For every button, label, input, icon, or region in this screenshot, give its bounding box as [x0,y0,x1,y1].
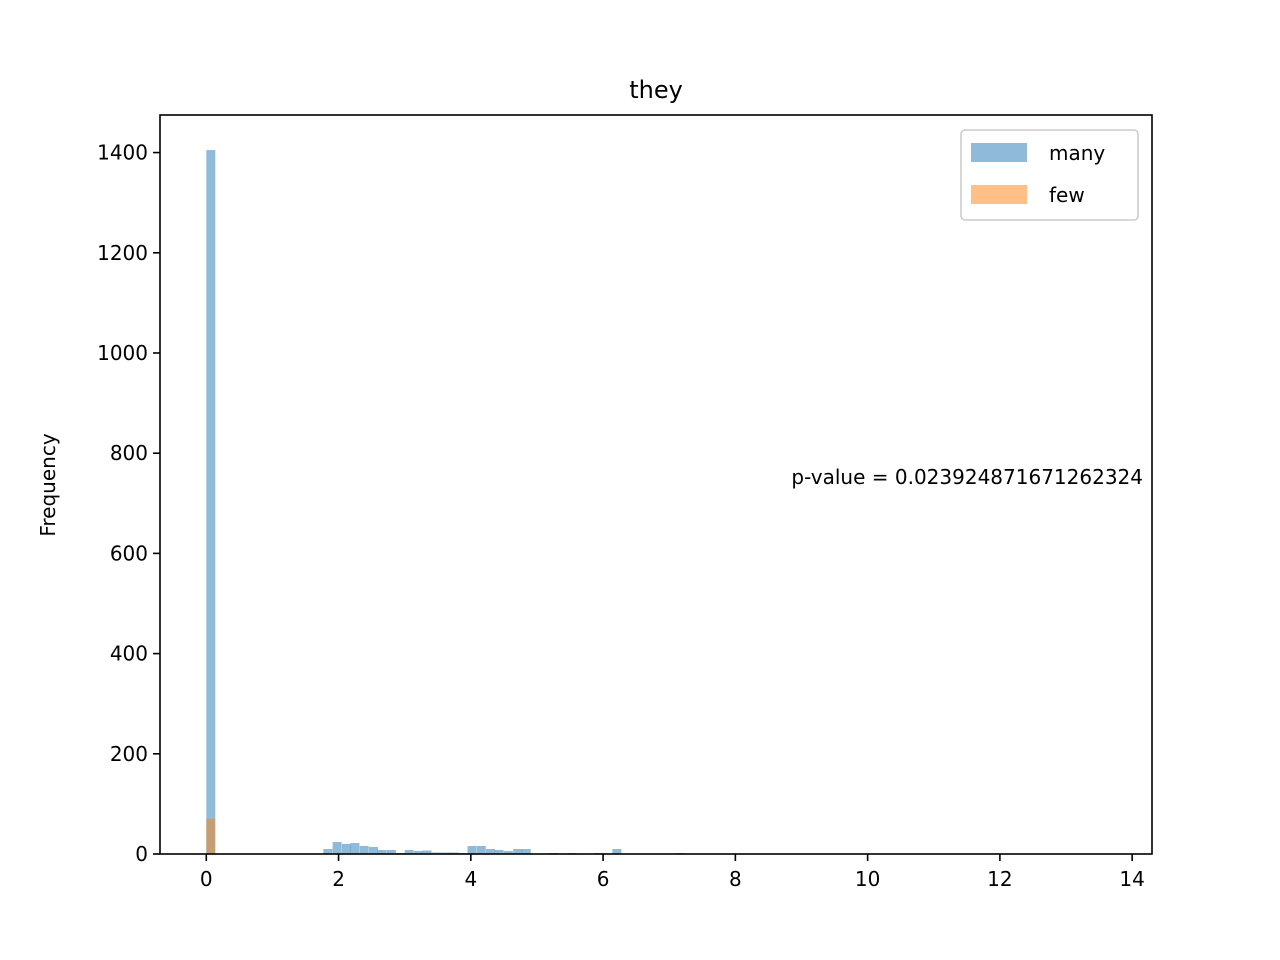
x-tick-label-4: 4 [464,867,477,891]
bar-many-8 [386,849,396,854]
x-tick-label-6: 6 [597,867,610,891]
x-tick-label-0: 0 [200,867,213,891]
bar-many-18 [476,845,486,854]
x-tick-label-14: 14 [1119,867,1144,891]
plot-frame [159,114,1153,855]
legend: many few [960,129,1139,221]
x-tick-label-2: 2 [332,867,345,891]
y-tick-label-200: 200 [110,742,148,766]
bar-many-2 [332,841,342,854]
x-tick-label-10: 10 [855,867,880,891]
bar-many-3 [341,843,351,854]
legend-swatch-few [971,185,1027,204]
y-axis-label: Frequency [36,433,60,536]
legend-label-many: many [1049,141,1105,165]
p-value-annotation: p-value = 0.023924871671262324 [791,465,1143,489]
bar-many-20 [494,849,504,854]
chart-title: they [629,76,683,104]
bars-group [206,150,685,855]
y-axis-ticks: 0 200 400 600 800 1000 1200 1400 [97,141,160,866]
y-tick-label-800: 800 [110,441,148,465]
legend-swatch-many [971,143,1027,162]
bar-many-27 [612,848,622,854]
bar-many-11 [413,850,423,854]
y-tick-label-600: 600 [110,541,148,565]
bar-many-6 [368,846,378,854]
y-tick-label-1400: 1400 [97,141,148,165]
bar-many-5 [359,845,369,854]
y-tick-label-1000: 1000 [97,341,148,365]
legend-label-few: few [1049,183,1085,207]
bar-many-22 [513,848,523,854]
bar-many-12 [422,850,432,854]
bar-many-21 [503,850,513,854]
bar-many-10 [404,849,414,854]
x-axis-ticks: 0 2 4 6 8 10 12 14 [200,854,1145,891]
y-tick-label-1200: 1200 [97,241,148,265]
x-tick-label-12: 12 [987,867,1012,891]
bar-many-7 [377,849,387,854]
bar-few-0 [206,818,216,854]
y-tick-label-0: 0 [135,842,148,866]
bar-many-19 [486,848,496,854]
y-tick-label-400: 400 [110,642,148,666]
bar-many-1 [323,848,333,854]
bar-many-4 [350,842,360,854]
bar-many-0 [206,150,216,855]
bar-many-23 [521,848,531,854]
bar-many-17 [467,845,477,854]
x-tick-label-8: 8 [729,867,742,891]
